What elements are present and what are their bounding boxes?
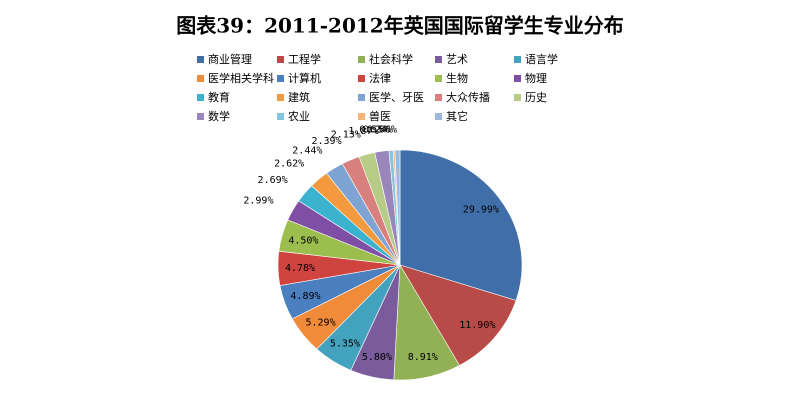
legend-marker — [514, 56, 521, 63]
pie-slice — [399, 149, 523, 301]
legend-label: 工程学 — [288, 52, 321, 66]
legend-marker — [277, 113, 284, 120]
data-label: 5.29% — [306, 317, 336, 328]
data-label: 0.24% — [363, 124, 393, 135]
legend-marker — [277, 75, 284, 82]
data-label: 2.39% — [312, 136, 342, 147]
data-label: 5.80% — [362, 352, 392, 363]
legend-label: 生物 — [446, 71, 468, 85]
legend-label: 法律 — [369, 71, 391, 85]
legend-marker — [358, 75, 365, 82]
legend-label: 语言学 — [525, 52, 558, 66]
legend-marker — [514, 94, 521, 101]
legend-marker — [435, 113, 442, 120]
legend-marker — [435, 75, 442, 82]
data-label: 2.13% — [331, 129, 361, 140]
legend-marker — [197, 75, 204, 82]
data-label: 2.44% — [292, 146, 322, 157]
data-label: 5.35% — [330, 339, 360, 350]
legend-marker — [514, 75, 521, 82]
data-label: 1.87% — [348, 126, 378, 137]
legend-marker — [197, 94, 204, 101]
data-label: 4.78% — [285, 263, 315, 274]
legend-label: 大众传播 — [446, 90, 490, 104]
legend-marker — [277, 56, 284, 63]
legend-marker — [358, 94, 365, 101]
data-label: 2.99% — [243, 195, 273, 206]
legend-label: 社会科学 — [369, 52, 413, 66]
data-label: 29.99% — [463, 205, 499, 216]
legend-label: 数学 — [208, 109, 230, 123]
legend-marker — [435, 56, 442, 63]
data-label: 4.50% — [288, 236, 318, 247]
legend-label: 历史 — [525, 91, 547, 104]
legend-label: 商业管理 — [208, 52, 252, 66]
data-label: 0.66% — [367, 124, 397, 135]
data-label: 2.62% — [274, 159, 304, 170]
legend-label: 医学相关学科 — [208, 71, 274, 85]
legend-marker — [435, 94, 442, 101]
legend-marker — [277, 94, 284, 101]
data-label: 4.89% — [290, 291, 320, 302]
data-label: 8.91% — [408, 352, 438, 363]
pie: 29.99% 11.90% 8.91% 5.80%5.35% 5.29% 4.89% 4.7… — [243, 124, 523, 381]
legend-marker — [197, 113, 204, 120]
legend-marker — [358, 56, 365, 63]
legend-label: 艺术 — [446, 53, 468, 66]
legend-label: 教育 — [208, 90, 230, 104]
chart-title: 图表39：2011-2012年英国国际留学生专业分布 — [176, 14, 623, 38]
legend-label: 建筑 — [288, 90, 310, 104]
legend-marker — [358, 113, 365, 120]
legend-label: 物理 — [525, 71, 547, 85]
pie-slice — [399, 264, 517, 366]
data-label: 0.55% — [359, 125, 389, 136]
pie-slice — [394, 149, 401, 266]
legend-label: 计算机 — [288, 71, 321, 85]
legend-label: 兽医 — [369, 109, 391, 123]
legend-label: 农业 — [288, 109, 310, 123]
data-label: 11.90% — [459, 320, 495, 331]
legend-label: 其它 — [446, 109, 468, 123]
data-label: 2.69% — [258, 175, 288, 186]
legend-label: 医学、牙医 — [369, 90, 424, 104]
legend-marker — [197, 56, 204, 63]
